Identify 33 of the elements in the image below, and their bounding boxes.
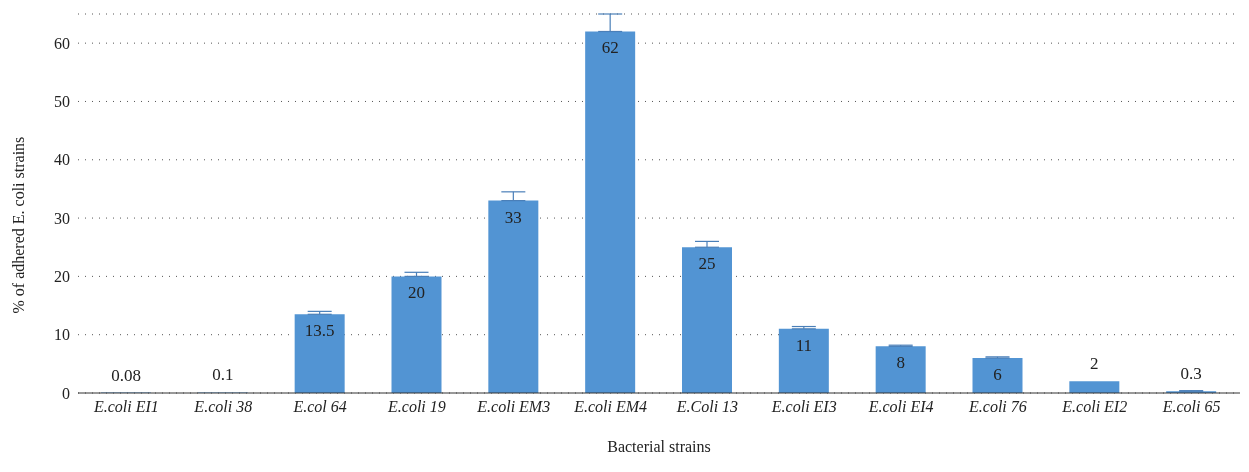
x-tick-label: E.coli 19 [387,398,446,416]
data-label: 6 [993,365,1002,385]
y-tick-label: 50 [54,93,70,111]
x-tick-label: E.coli 76 [968,398,1027,416]
y-tick-label: 20 [54,268,70,286]
x-tick-label: E.coli 65 [1161,398,1221,416]
x-tick-label: E.Coli 13 [675,398,739,416]
data-label: 0.1 [212,365,234,385]
x-tick-label: E.coli EI2 [1061,398,1128,416]
x-tick-label: E.coli EI3 [770,398,837,416]
x-tick-label: E.coli EI4 [867,398,934,416]
data-label: 11 [795,335,813,355]
data-label: 20 [408,283,425,303]
y-tick-label: 30 [54,209,70,227]
y-tick-label: 60 [54,34,70,52]
x-tick-label: E.coli EI1 [92,398,159,416]
y-tick-label: 10 [54,326,70,344]
x-axis-title: Bacterial strains [607,438,711,456]
data-label: 13.5 [304,321,335,341]
data-label: 0.3 [1180,364,1202,384]
data-label: 2 [1090,354,1099,374]
x-tick-label: E.coli EM3 [476,398,551,416]
y-tick-label: 0 [62,384,70,402]
data-label: 8 [896,353,905,373]
y-tick-label: 40 [54,151,70,169]
x-tick-label: E.coli EM4 [573,398,648,416]
data-label: 33 [504,207,522,227]
data-label: 25 [698,254,716,274]
data-label: 0.08 [111,365,141,385]
x-tick-label: E.coli 38 [193,398,253,416]
y-axis-title: % of adhered E. coli strains [9,136,27,314]
x-tick-label: E.col 64 [292,398,347,416]
data-label: 62 [601,38,619,58]
